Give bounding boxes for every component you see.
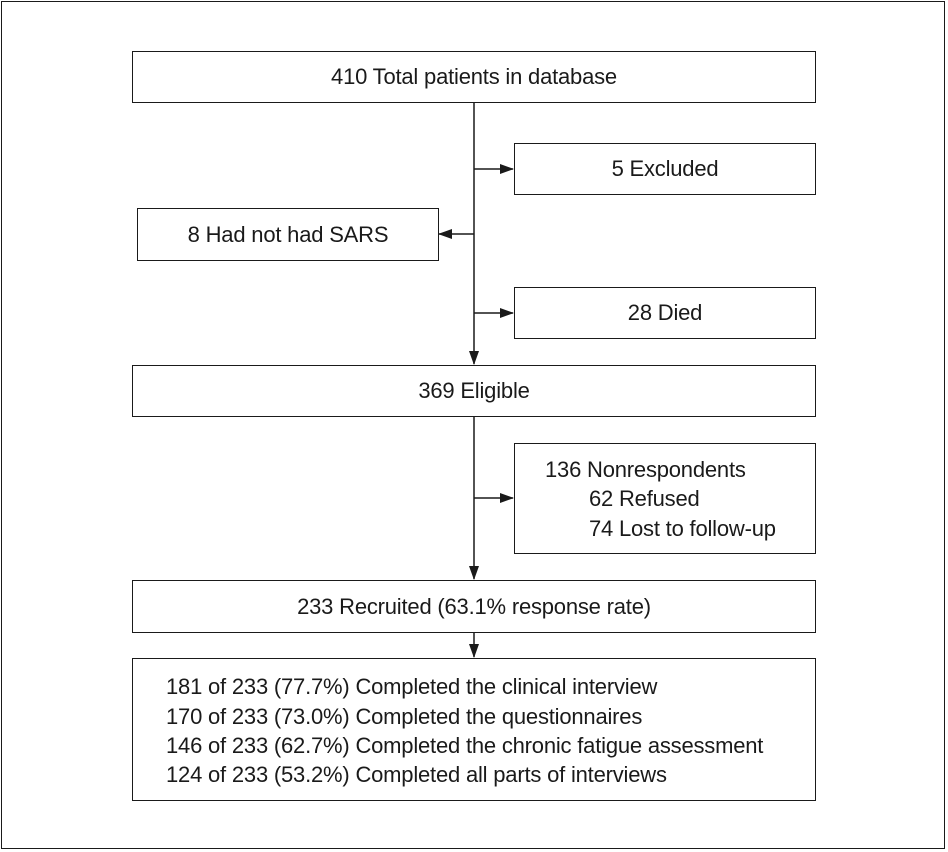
recruited-box: 233 Recruited (63.1% response rate) — [132, 580, 816, 633]
refused-label: 62 Refused — [589, 486, 700, 511]
completed-line: 170 of 233 (73.0%) Completed the questio… — [166, 704, 643, 729]
lost-label: 74 Lost to follow-up — [589, 516, 776, 541]
completed-box: 181 of 233 (77.7%) Completed the clinica… — [132, 658, 816, 801]
total-patients-label: 410 Total patients in database — [331, 64, 617, 89]
eligible-label: 369 Eligible — [418, 378, 530, 403]
eligible-box: 369 Eligible — [132, 365, 816, 417]
nonrespondents-box: 136 Nonrespondents 62 Refused 74 Lost to… — [514, 443, 816, 554]
completed-line: 124 of 233 (53.2%) Completed all parts o… — [166, 762, 667, 787]
excluded-label: 5 Excluded — [611, 156, 719, 181]
died-label: 28 Died — [627, 300, 703, 325]
recruited-label: 233 Recruited (63.1% response rate) — [297, 593, 651, 619]
died-box: 28 Died — [514, 287, 816, 339]
no-sars-label: 8 Had not had SARS — [187, 221, 389, 247]
completed-line: 181 of 233 (77.7%) Completed the clinica… — [166, 674, 658, 699]
completed-line: 146 of 233 (62.7%) Completed the chronic… — [166, 733, 764, 758]
nonrespondents-title: 136 Nonrespondents — [545, 457, 746, 482]
total-patients-box: 410 Total patients in database — [132, 51, 816, 103]
no-sars-box: 8 Had not had SARS — [137, 208, 439, 261]
excluded-box: 5 Excluded — [514, 143, 816, 195]
